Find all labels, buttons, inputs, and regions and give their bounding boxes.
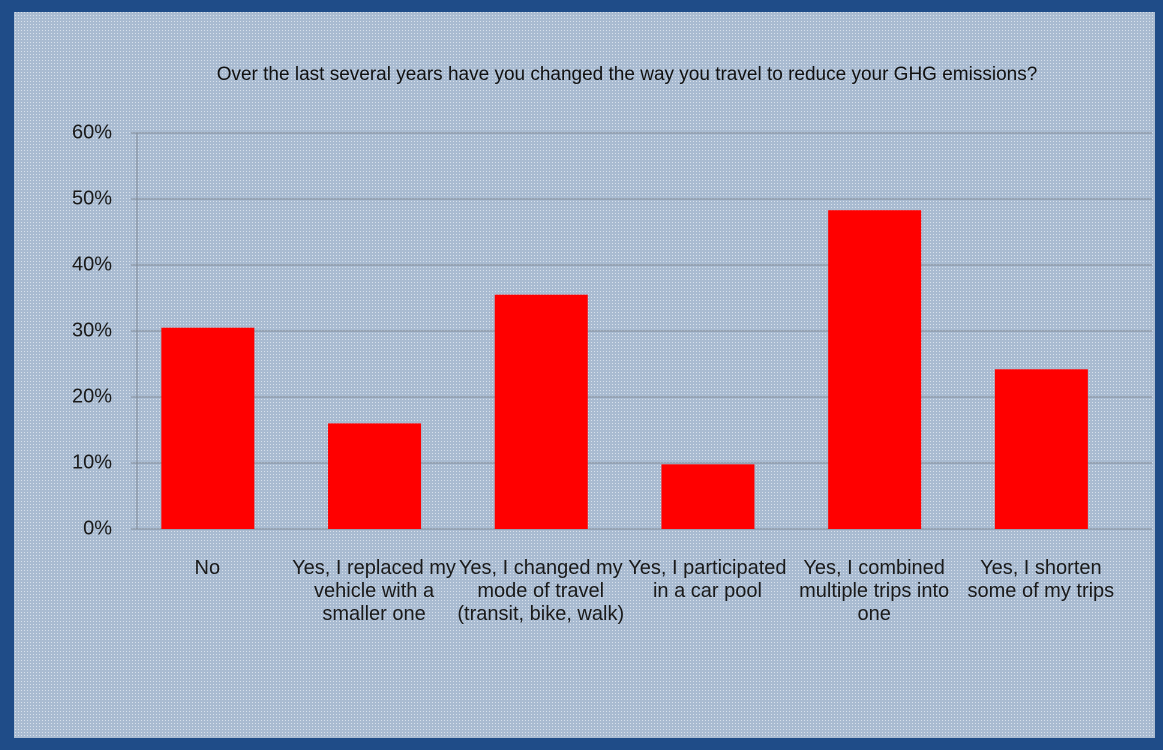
x-tick-label: Yes, I changed my mode of travel (transi… [457,557,625,625]
bar [661,464,755,529]
chart-title: Over the last several years have you cha… [216,64,1038,85]
y-tick-label: 20% [72,385,112,407]
x-tick-label: Yes, I shorten some of my trips [967,557,1115,602]
x-tick-label: Yes, I replaced my vehicle with a smalle… [292,557,456,625]
y-tick-label: 0% [83,517,112,539]
bar [494,294,588,529]
x-tick-label: No [194,557,221,579]
bar [328,423,422,529]
y-tick-label: 50% [72,187,112,209]
y-tick-label: 40% [72,253,112,275]
x-tick-label: Yes, I combined multiple trips into one [799,557,950,625]
y-tick-label: 60% [72,121,112,143]
bar [994,369,1088,529]
bar [828,210,922,529]
bar [161,327,255,529]
y-tick-label: 10% [72,451,112,473]
y-tick-label: 30% [72,319,112,341]
x-tick-label: Yes, I participated in a car pool [628,557,787,602]
